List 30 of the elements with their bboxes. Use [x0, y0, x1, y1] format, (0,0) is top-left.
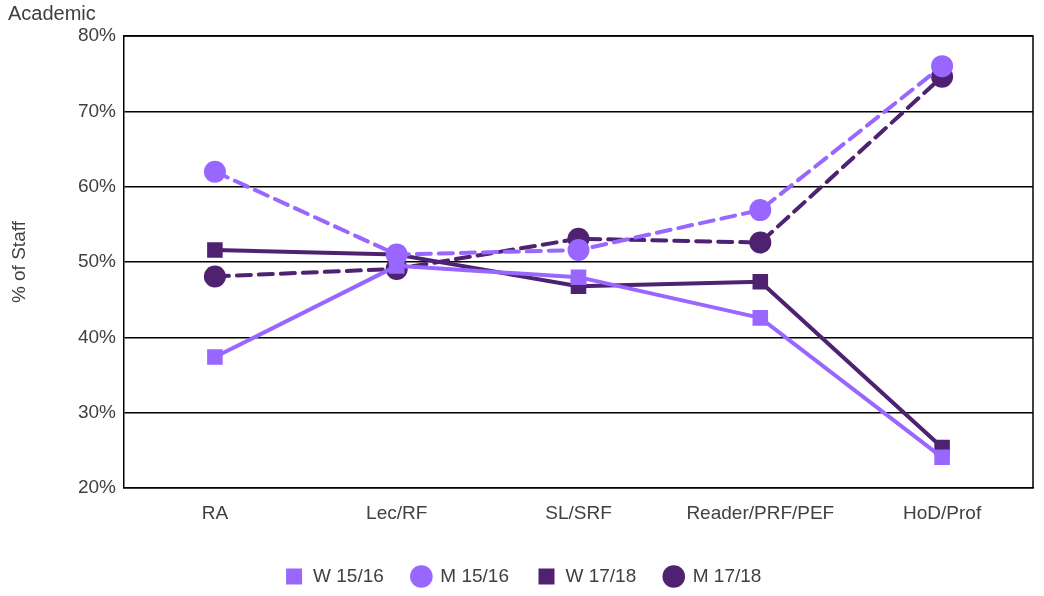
point: [934, 449, 950, 466]
y-tick-label: 70%: [77, 99, 117, 121]
point: [203, 265, 226, 288]
point: [567, 239, 590, 262]
point: [207, 242, 223, 258]
legend-label: W 15/16: [313, 564, 384, 586]
legend-label: M 17/18: [692, 564, 762, 586]
point: [570, 269, 587, 285]
point: [203, 160, 226, 183]
y-tick-label: 80%: [77, 24, 117, 46]
x-tick-label: Reader/PRF/PEF: [686, 501, 835, 523]
x-tick-label: RA: [201, 501, 229, 523]
y-axis-title: % of Staff: [7, 220, 29, 304]
point: [749, 231, 772, 254]
legend-label: M 15/16: [440, 564, 509, 586]
point: [752, 310, 769, 326]
y-tick-label: 40%: [77, 325, 117, 347]
y-tick-label: 60%: [77, 174, 117, 196]
x-tick-label: SL/SRF: [545, 501, 612, 523]
x-tick-label: HoD/Prof: [903, 501, 982, 523]
text: Academic: [8, 1, 96, 24]
legend-label: W 17/18: [565, 564, 637, 586]
point: [752, 273, 769, 290]
point: [207, 349, 223, 365]
y-tick-label: 20%: [77, 476, 117, 498]
y-tick-label: 50%: [77, 250, 117, 272]
y-tick-label: 30%: [77, 401, 117, 423]
point: [749, 199, 772, 222]
point: [931, 55, 954, 78]
x-tick-label: Lec/RF: [366, 501, 428, 523]
